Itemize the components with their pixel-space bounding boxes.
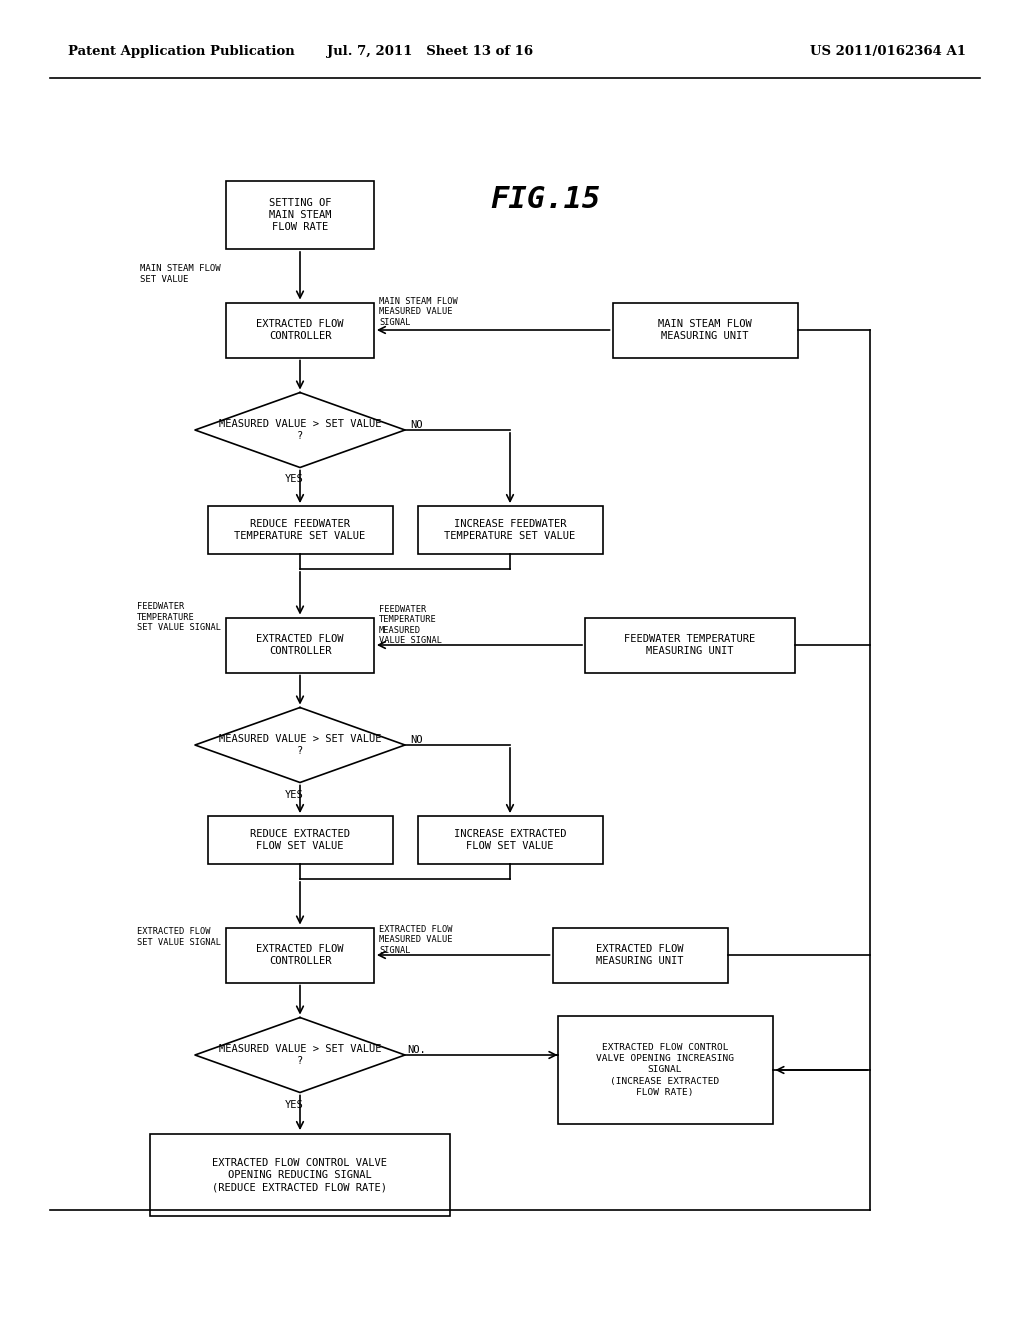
Text: FIG.15: FIG.15: [490, 186, 600, 214]
Bar: [226, 618, 374, 672]
Text: REDUCE EXTRACTED
FLOW SET VALUE: REDUCE EXTRACTED FLOW SET VALUE: [250, 829, 350, 851]
Text: MEASURED VALUE > SET VALUE
?: MEASURED VALUE > SET VALUE ?: [219, 418, 381, 441]
Text: EXTRACTED FLOW CONTROL
VALVE OPENING INCREASING
SIGNAL
(INCREASE EXTRACTED
FLOW : EXTRACTED FLOW CONTROL VALVE OPENING INC…: [596, 1043, 734, 1097]
Text: SETTING OF
MAIN STEAM
FLOW RATE: SETTING OF MAIN STEAM FLOW RATE: [268, 198, 331, 232]
Text: NO: NO: [410, 420, 423, 430]
Text: Patent Application Publication: Patent Application Publication: [68, 45, 295, 58]
Text: YES: YES: [285, 474, 304, 484]
Text: YES: YES: [285, 1100, 304, 1110]
Bar: [208, 816, 392, 865]
Text: MAIN STEAM FLOW
SET VALUE: MAIN STEAM FLOW SET VALUE: [140, 264, 221, 284]
Bar: [226, 302, 374, 358]
Bar: [418, 816, 602, 865]
Bar: [418, 506, 602, 554]
Text: REDUCE FEEDWATER
TEMPERATURE SET VALUE: REDUCE FEEDWATER TEMPERATURE SET VALUE: [234, 519, 366, 541]
Text: INCREASE EXTRACTED
FLOW SET VALUE: INCREASE EXTRACTED FLOW SET VALUE: [454, 829, 566, 851]
Bar: [585, 618, 795, 672]
Text: MAIN STEAM FLOW
MEASURING UNIT: MAIN STEAM FLOW MEASURING UNIT: [658, 319, 752, 341]
Text: NO: NO: [410, 735, 423, 744]
Text: MEASURED VALUE > SET VALUE
?: MEASURED VALUE > SET VALUE ?: [219, 1044, 381, 1067]
Text: MAIN STEAM FLOW
MEASURED VALUE
SIGNAL: MAIN STEAM FLOW MEASURED VALUE SIGNAL: [379, 297, 458, 327]
Bar: [226, 181, 374, 249]
Text: EXTRACTED FLOW
MEASURED VALUE
SIGNAL: EXTRACTED FLOW MEASURED VALUE SIGNAL: [379, 925, 453, 954]
Text: Jul. 7, 2011   Sheet 13 of 16: Jul. 7, 2011 Sheet 13 of 16: [327, 45, 534, 58]
Text: EXTRACTED FLOW CONTROL VALVE
OPENING REDUCING SIGNAL
(REDUCE EXTRACTED FLOW RATE: EXTRACTED FLOW CONTROL VALVE OPENING RED…: [213, 1158, 387, 1192]
Bar: [557, 1016, 772, 1125]
Bar: [150, 1134, 450, 1216]
Text: MEASURED VALUE > SET VALUE
?: MEASURED VALUE > SET VALUE ?: [219, 734, 381, 756]
Text: EXTRACTED FLOW
MEASURING UNIT: EXTRACTED FLOW MEASURING UNIT: [596, 944, 684, 966]
Text: FEEDWATER TEMPERATURE
MEASURING UNIT: FEEDWATER TEMPERATURE MEASURING UNIT: [625, 634, 756, 656]
Text: US 2011/0162364 A1: US 2011/0162364 A1: [810, 45, 966, 58]
Text: EXTRACTED FLOW
CONTROLLER: EXTRACTED FLOW CONTROLLER: [256, 634, 344, 656]
Text: EXTRACTED FLOW
CONTROLLER: EXTRACTED FLOW CONTROLLER: [256, 944, 344, 966]
Text: EXTRACTED FLOW
SET VALUE SIGNAL: EXTRACTED FLOW SET VALUE SIGNAL: [137, 927, 221, 946]
Bar: [612, 302, 798, 358]
Bar: [553, 928, 727, 982]
Text: FEEDWATER
TEMPERATURE
SET VALUE SIGNAL: FEEDWATER TEMPERATURE SET VALUE SIGNAL: [137, 602, 221, 632]
Text: NO.: NO.: [407, 1045, 426, 1055]
Text: YES: YES: [285, 789, 304, 800]
Text: INCREASE FEEDWATER
TEMPERATURE SET VALUE: INCREASE FEEDWATER TEMPERATURE SET VALUE: [444, 519, 575, 541]
Bar: [226, 928, 374, 982]
Text: EXTRACTED FLOW
CONTROLLER: EXTRACTED FLOW CONTROLLER: [256, 319, 344, 341]
Text: FEEDWATER
TEMPERATURE
MEASURED
VALUE SIGNAL: FEEDWATER TEMPERATURE MEASURED VALUE SIG…: [379, 605, 442, 645]
Bar: [208, 506, 392, 554]
